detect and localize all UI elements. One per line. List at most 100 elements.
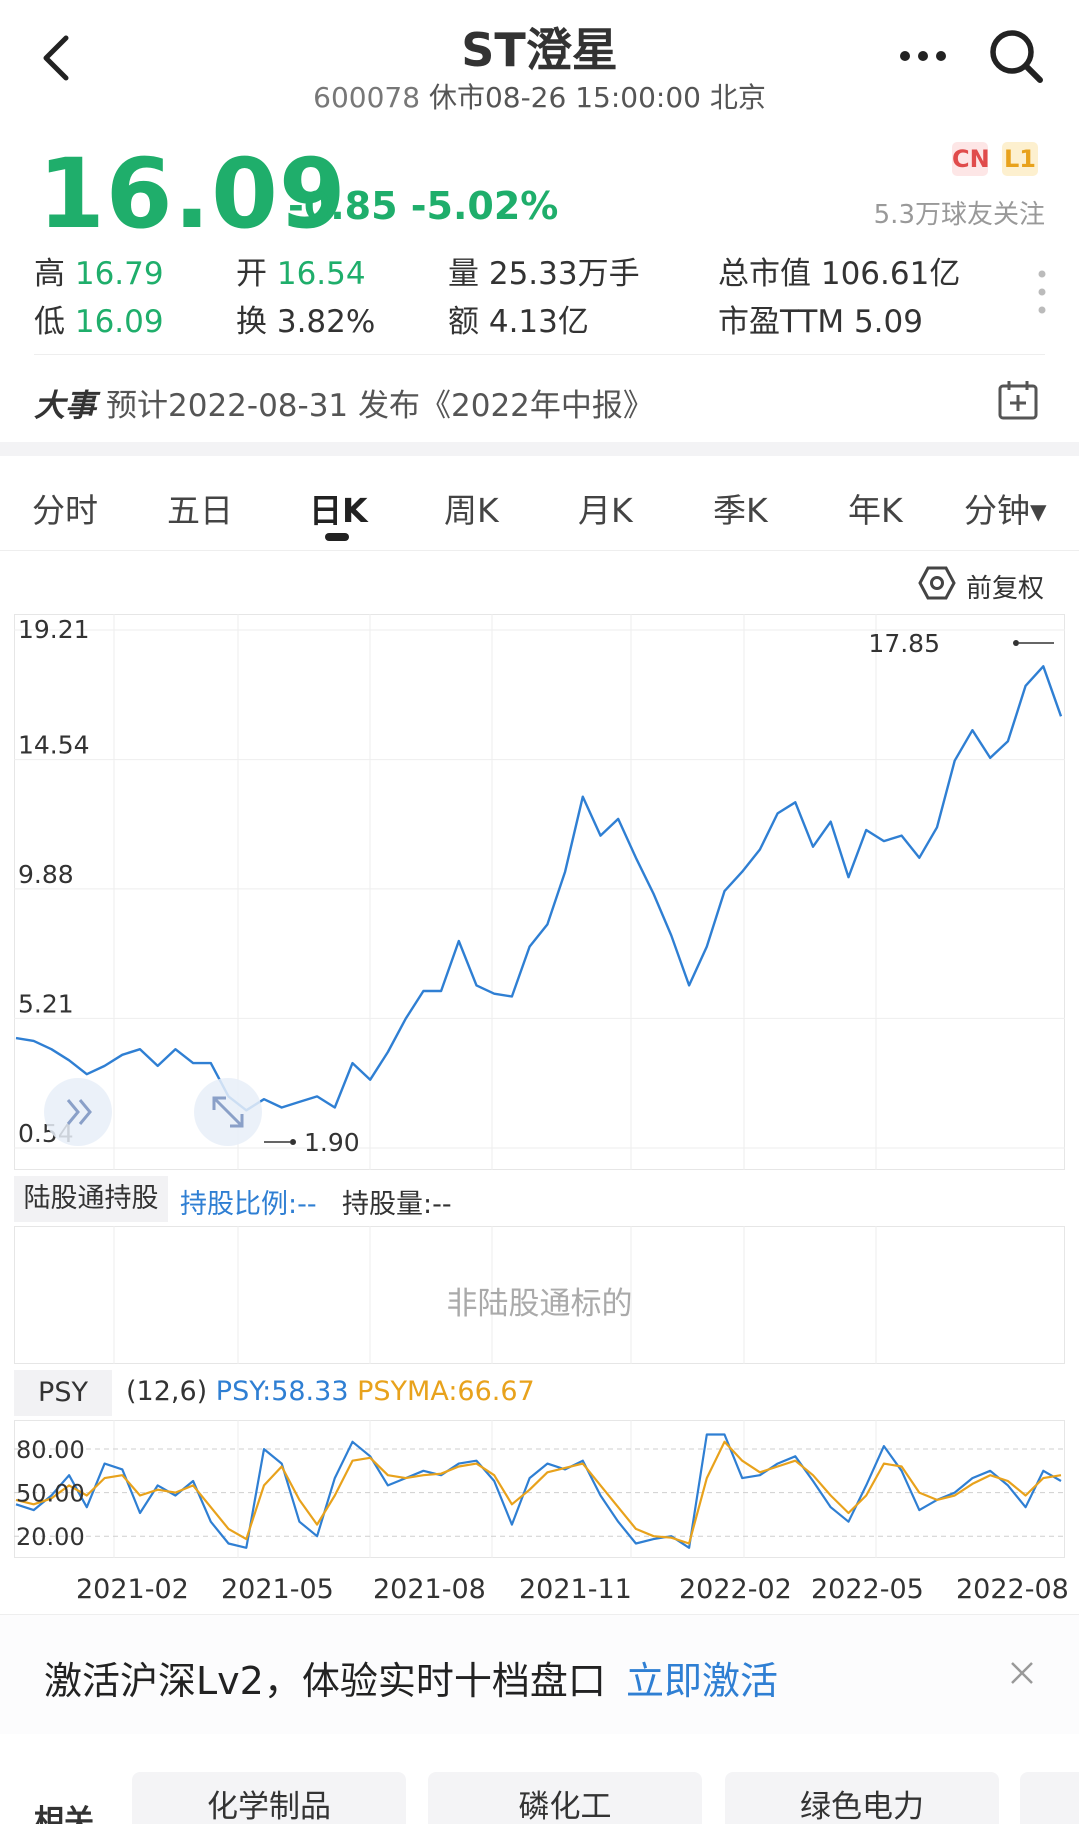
related-chip-phosphorus[interactable]: 磷化工	[428, 1772, 702, 1824]
hk-connect-panel	[14, 1226, 1065, 1364]
change-percent: -5.02%	[410, 184, 559, 228]
min-price-marker: 1.90	[264, 1128, 360, 1157]
max-price-marker: 17.85	[868, 629, 1054, 658]
psy-line	[15, 1433, 1062, 1549]
stat-turnover-label: 换	[236, 304, 267, 340]
psy-y-tick: 20.00	[16, 1523, 85, 1551]
x-axis-label: 2022-08	[956, 1574, 1069, 1605]
psy-value: PSY:58.33	[215, 1376, 349, 1407]
y-axis-tick: 19.21	[18, 615, 90, 644]
psy-values: (12,6) PSY:58.33 PSYMA:66.67	[126, 1376, 535, 1407]
psy-grid	[14, 1420, 1065, 1558]
more-options-icon[interactable]	[895, 36, 951, 76]
stat-amount: 额 4.13亿	[448, 296, 589, 341]
hk-holding-amount: 持股量:--	[342, 1189, 452, 1220]
tab-divider	[0, 550, 1079, 551]
stat-pe-ttm: 市盈TTM 5.09	[718, 296, 923, 341]
y-axis-tick: 9.88	[18, 860, 74, 889]
x-axis-label: 2022-05	[811, 1574, 924, 1605]
expand-stats-icon[interactable]	[1037, 268, 1047, 316]
stat-volume: 量 25.33万手	[448, 248, 640, 293]
expand-chart-icon[interactable]	[44, 1078, 112, 1146]
y-axis-tick: 5.21	[18, 989, 74, 1018]
x-axis-label: 2022-02	[679, 1574, 792, 1605]
stat-turnover-value: 3.82%	[276, 304, 376, 340]
psyma-value: PSYMA:66.67	[357, 1376, 535, 1407]
psy-chart[interactable]: 80.00 50.00 20.00	[14, 1420, 1065, 1558]
related-chip-green-power[interactable]: 绿色电力	[725, 1772, 999, 1824]
section-separator	[0, 442, 1079, 456]
lv2-promo-bar	[0, 1614, 1079, 1734]
stat-volume-value: 25.33万手	[488, 256, 640, 292]
price-change: -0.85 -5.02%	[288, 184, 558, 228]
tab-five-day[interactable]: 五日	[167, 491, 233, 530]
active-tab-indicator	[325, 533, 349, 541]
current-price: 16.09	[38, 138, 347, 250]
related-chip-chemical[interactable]: 化学制品	[132, 1772, 406, 1824]
related-label: 相关	[34, 1804, 94, 1824]
stat-amount-label: 额	[448, 304, 479, 340]
l1-level-badge[interactable]: L1	[1002, 142, 1038, 176]
cn-market-badge[interactable]: CN	[952, 142, 990, 176]
tab-daily-k[interactable]: 日K	[309, 491, 368, 530]
x-axis-label: 2021-11	[519, 1574, 632, 1605]
calendar-add-icon[interactable]	[996, 378, 1040, 422]
back-arrow-icon[interactable]	[34, 28, 78, 88]
stat-volume-label: 量	[448, 256, 479, 292]
adjust-settings-icon[interactable]	[918, 565, 956, 601]
x-axis-label: 2021-02	[76, 1574, 189, 1605]
y-axis-tick: 14.54	[18, 731, 90, 760]
chart-grid	[14, 614, 1065, 1170]
divider	[34, 354, 1045, 355]
max-price-label: 17.85	[868, 629, 940, 658]
change-amount: -0.85	[288, 184, 398, 228]
psy-y-axis-labels: 80.00 50.00 20.00	[16, 1436, 85, 1551]
stat-mcap-label: 总市值	[718, 256, 811, 292]
related-chip-more[interactable]	[1020, 1772, 1079, 1824]
search-icon[interactable]	[986, 26, 1046, 86]
psy-frame	[14, 1420, 1065, 1558]
psy-y-tick: 80.00	[16, 1436, 85, 1464]
stat-pe-value: 5.09	[853, 304, 923, 340]
tab-weekly-k[interactable]: 周K	[444, 491, 499, 530]
activate-lv2-link[interactable]: 立即激活	[626, 1659, 779, 1703]
tab-intraday[interactable]: 分时	[32, 491, 98, 530]
psyma-line	[15, 1440, 1062, 1545]
stat-low-value: 16.09	[74, 304, 164, 340]
fullscreen-icon[interactable]	[194, 1078, 262, 1146]
stat-low-label: 低	[34, 304, 65, 340]
tab-quarterly-k[interactable]: 季K	[713, 491, 768, 530]
close-icon[interactable]	[1006, 1657, 1038, 1689]
stat-high-label: 高	[34, 256, 65, 292]
stat-amount-value: 4.13亿	[488, 304, 589, 340]
psy-y-tick: 50.00	[16, 1480, 85, 1508]
event-row[interactable]: 大事 预计2022-08-31 发布《2022年中报》	[34, 380, 654, 425]
market-status: 休市08-26 15:00:00 北京	[428, 81, 766, 114]
indicator-selector[interactable]: PSY	[14, 1370, 112, 1416]
min-price-label: 1.90	[304, 1128, 360, 1157]
stat-open-label: 开	[236, 256, 267, 292]
stat-market-cap: 总市值 106.61亿	[718, 248, 960, 293]
followers-count[interactable]: 5.3万球友关注	[873, 200, 1045, 230]
stat-pe-label: 市盈TTM	[718, 304, 845, 340]
tab-yearly-k[interactable]: 年K	[848, 491, 903, 530]
event-text: 预计2022-08-31 发布《2022年中报》	[106, 388, 654, 424]
x-axis-label: 2021-08	[373, 1574, 486, 1605]
tab-minute[interactable]: 分钟▾	[964, 491, 1047, 530]
price-adjust-label[interactable]: 前复权	[966, 574, 1045, 604]
lv2-promo-text: 激活沪深Lv2，体验实时十档盘口	[44, 1659, 606, 1703]
stat-low: 低 16.09	[34, 296, 164, 341]
close-price-line	[15, 665, 1063, 1112]
hk-empty-message: 非陆股通标的	[446, 1286, 633, 1322]
tab-monthly-k[interactable]: 月K	[578, 491, 633, 530]
market-status-line: 600078 休市08-26 15:00:00 北京	[0, 76, 1079, 116]
x-axis-label: 2021-05	[221, 1574, 334, 1605]
stat-high: 高 16.79	[34, 248, 164, 293]
stock-code: 600078	[313, 81, 421, 114]
stat-open-value: 16.54	[276, 256, 366, 292]
stat-open: 开 16.54	[236, 248, 366, 293]
hk-holding-ratio: 持股比例:--	[180, 1189, 317, 1220]
hk-connect-label[interactable]: 陆股通持股	[14, 1176, 168, 1222]
event-label: 大事	[34, 388, 96, 424]
